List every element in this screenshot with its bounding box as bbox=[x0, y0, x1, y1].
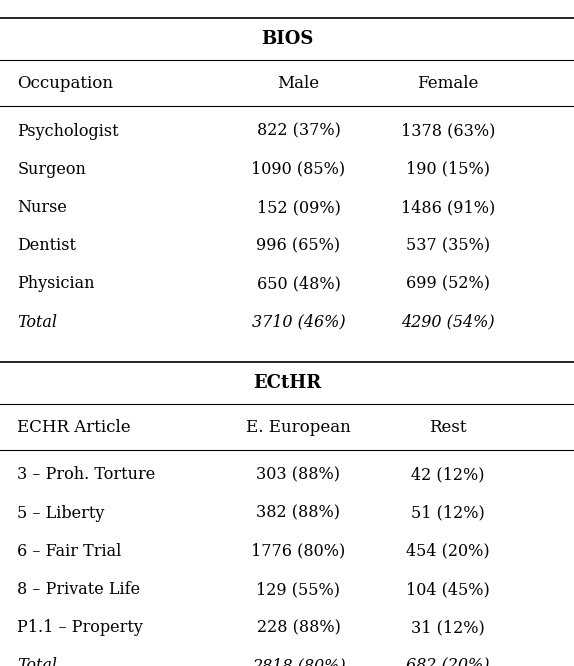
Text: 454 (20%): 454 (20%) bbox=[406, 543, 490, 559]
Text: ECHR Article: ECHR Article bbox=[17, 419, 131, 436]
Text: 822 (37%): 822 (37%) bbox=[257, 123, 340, 140]
Text: 4290 (54%): 4290 (54%) bbox=[401, 314, 495, 330]
Text: E. European: E. European bbox=[246, 419, 351, 436]
Text: 650 (48%): 650 (48%) bbox=[257, 276, 340, 292]
Text: 152 (09%): 152 (09%) bbox=[257, 199, 340, 216]
Text: 303 (88%): 303 (88%) bbox=[257, 466, 340, 484]
Text: 1090 (85%): 1090 (85%) bbox=[251, 161, 346, 178]
Text: 1486 (91%): 1486 (91%) bbox=[401, 199, 495, 216]
Text: 6 – Fair Trial: 6 – Fair Trial bbox=[17, 543, 122, 559]
Text: Nurse: Nurse bbox=[17, 199, 67, 216]
Text: 42 (12%): 42 (12%) bbox=[411, 466, 484, 484]
Text: 8 – Private Life: 8 – Private Life bbox=[17, 581, 141, 598]
Text: 1776 (80%): 1776 (80%) bbox=[251, 543, 346, 559]
Text: BIOS: BIOS bbox=[261, 31, 313, 49]
Text: Surgeon: Surgeon bbox=[17, 161, 86, 178]
Text: 537 (35%): 537 (35%) bbox=[406, 237, 490, 254]
Text: Occupation: Occupation bbox=[17, 75, 113, 92]
Text: Physician: Physician bbox=[17, 276, 95, 292]
Text: 31 (12%): 31 (12%) bbox=[411, 619, 484, 636]
Text: 5 – Liberty: 5 – Liberty bbox=[17, 505, 104, 521]
Text: 228 (88%): 228 (88%) bbox=[257, 619, 340, 636]
Text: 382 (88%): 382 (88%) bbox=[257, 505, 340, 521]
Text: 3 – Proh. Torture: 3 – Proh. Torture bbox=[17, 466, 156, 484]
Text: Female: Female bbox=[417, 75, 478, 92]
Text: 1378 (63%): 1378 (63%) bbox=[401, 123, 495, 140]
Text: 190 (15%): 190 (15%) bbox=[406, 161, 490, 178]
Text: Dentist: Dentist bbox=[17, 237, 76, 254]
Text: 104 (45%): 104 (45%) bbox=[406, 581, 490, 598]
Text: Total: Total bbox=[17, 314, 57, 330]
Text: Rest: Rest bbox=[429, 419, 467, 436]
Text: 2818 (80%): 2818 (80%) bbox=[251, 657, 346, 666]
Text: Psychologist: Psychologist bbox=[17, 123, 119, 140]
Text: 129 (55%): 129 (55%) bbox=[257, 581, 340, 598]
Text: ECtHR: ECtHR bbox=[253, 374, 321, 392]
Text: 51 (12%): 51 (12%) bbox=[411, 505, 484, 521]
Text: 682 (20%): 682 (20%) bbox=[406, 657, 490, 666]
Text: 3710 (46%): 3710 (46%) bbox=[251, 314, 346, 330]
Text: Total: Total bbox=[17, 657, 57, 666]
Text: P1.1 – Property: P1.1 – Property bbox=[17, 619, 143, 636]
Text: Male: Male bbox=[277, 75, 320, 92]
Text: 699 (52%): 699 (52%) bbox=[406, 276, 490, 292]
Text: 996 (65%): 996 (65%) bbox=[257, 237, 340, 254]
